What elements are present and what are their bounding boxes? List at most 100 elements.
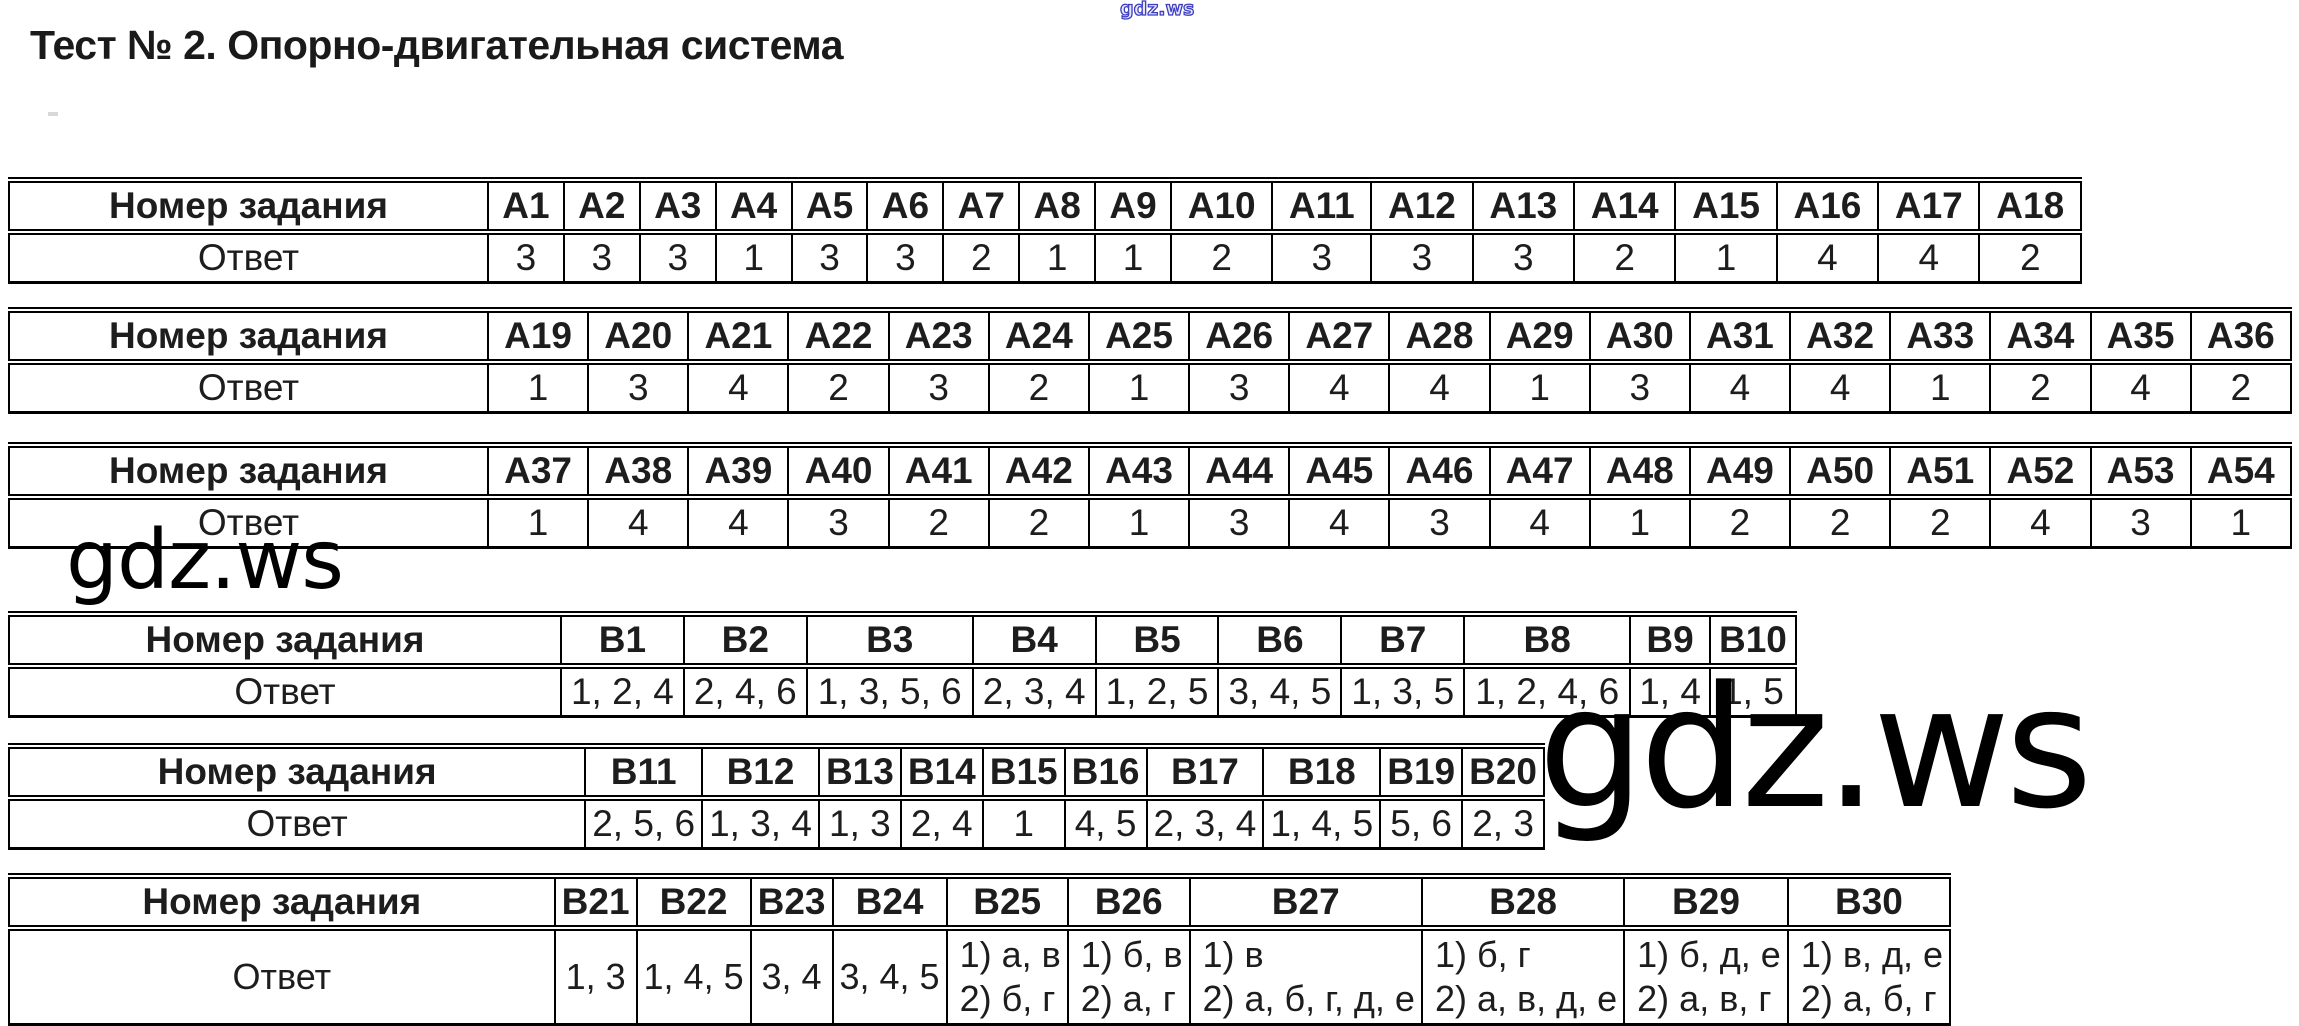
answer-cell: 1, 3, 5, 6: [805, 665, 974, 718]
task-number-cell: A17: [1877, 177, 1981, 235]
answer-cell: 3: [1188, 361, 1291, 414]
answer-cell: 2, 4: [899, 797, 984, 850]
answer-cell: 4: [2089, 361, 2192, 414]
row-label-task: Номер задания: [8, 611, 562, 669]
answer-cell: 3: [887, 361, 990, 414]
task-number-cell: A44: [1188, 442, 1291, 500]
row-label-task: Номер задания: [8, 873, 556, 931]
answer-cell: 2: [987, 361, 1090, 414]
answer-cell: 4: [1775, 231, 1880, 284]
task-number-cell: B8: [1463, 611, 1632, 669]
task-number-cell: B26: [1066, 873, 1191, 931]
scan-artifact: [48, 112, 58, 116]
answer-table-b11-b20: Номер задания B11 B12 B13 B14 B15 B16 B17 B18 B19…: [7, 743, 1545, 850]
answer-cell: 4: [1388, 361, 1491, 414]
task-number-cell: A22: [787, 307, 890, 365]
answer-cell: 2: [1989, 361, 2092, 414]
answer-cell: 2: [887, 496, 990, 549]
task-number-cell: A4: [714, 177, 793, 235]
answer-cell: 3: [2089, 496, 2192, 549]
task-number-cell: B1: [560, 611, 685, 669]
answer-cell: 1: [1094, 231, 1173, 284]
task-number-cell: A8: [1018, 177, 1097, 235]
answer-cell: 4: [587, 496, 690, 549]
task-number-cell: A41: [887, 442, 990, 500]
task-number-cell: A1: [487, 177, 565, 235]
answer-cell: 2, 5, 6: [584, 797, 704, 850]
answer-cell: 1) а, в 2) б, г: [945, 927, 1069, 1026]
answer-cell: 1) б, д, е 2) а, в, г: [1623, 927, 1789, 1026]
page-title: Тест № 2. Опорно-двигательная система: [30, 22, 844, 68]
task-number-cell: A51: [1889, 442, 1992, 500]
answer-line: 1) а, в: [959, 934, 1061, 976]
answer-cell: 3: [1188, 496, 1291, 549]
answer-cell: 2, 4, 6: [682, 665, 808, 718]
answer-cell: 4: [1488, 496, 1591, 549]
task-number-cell: A50: [1789, 442, 1892, 500]
answer-cell: 3: [790, 231, 869, 284]
answer-cell: 1, 3: [553, 927, 638, 1026]
answer-cell: 3: [587, 361, 690, 414]
answer-table-b1-b10: Номер задания B1 B2 B3 B4 B5 B6 B7 B8 B9 B10 Ответ 1…: [8, 611, 1798, 718]
task-number-cell: A54: [2189, 442, 2293, 500]
answer-cell: 3: [638, 231, 717, 284]
row-label-task: Номер задания: [7, 743, 587, 801]
task-number-cell: B12: [701, 743, 820, 801]
task-number-cell: A46: [1388, 442, 1491, 500]
task-number-cell: A32: [1789, 307, 1892, 365]
task-number-cell: A36: [2189, 307, 2293, 365]
answer-cell: 3: [1388, 496, 1491, 549]
task-number-cell: A29: [1488, 307, 1591, 365]
answer-cell: 1: [714, 231, 793, 284]
answer-cell: 2: [942, 231, 1021, 284]
answer-cell: 2, 3, 4: [1145, 797, 1265, 850]
task-number-cell: B29: [1623, 873, 1789, 931]
task-number-cell: A2: [562, 177, 641, 235]
answer-line: 2) а, в, д, е: [1434, 978, 1618, 1019]
answer-cell: 1, 2, 4: [560, 665, 685, 718]
task-number-cell: A21: [687, 307, 790, 365]
answer-cell: 4: [1877, 231, 1981, 284]
answer-cell: 2: [987, 496, 1090, 549]
task-number-cell: B7: [1340, 611, 1466, 669]
answer-cell: 3: [1370, 231, 1474, 284]
task-number-cell: B17: [1145, 743, 1265, 801]
task-number-cell: A12: [1370, 177, 1474, 235]
answer-cell: 1, 4: [1629, 665, 1711, 718]
task-number-row: Номер задания A1 A2 A3 A4 A5 A6 A7 A8 A9 A10 A11 A12…: [8, 177, 2082, 235]
answer-cell: 4: [687, 361, 790, 414]
answer-cell: 1, 4, 5: [635, 927, 752, 1026]
task-number-cell: B14: [899, 743, 984, 801]
task-number-cell: A10: [1170, 177, 1274, 235]
answer-cell: 1: [1674, 231, 1778, 284]
answer-cell: 2: [2189, 361, 2293, 414]
answer-cell: 2, 3: [1461, 797, 1545, 850]
task-number-cell: B24: [831, 873, 948, 931]
task-number-cell: A31: [1688, 307, 1792, 365]
watermark-top: gdz.ws: [1119, 0, 1195, 20]
answer-table-a1-a18: Номер задания A1 A2 A3 A4 A5 A6 A7 A8 A9 A10 A11 A12…: [8, 177, 2082, 284]
answer-cell: 1: [1488, 361, 1591, 414]
answer-cell: 5, 6: [1379, 797, 1464, 850]
answer-cell: 4, 5: [1063, 797, 1148, 850]
task-number-cell: A27: [1288, 307, 1391, 365]
answer-line: 1) в, д, е: [1800, 934, 1943, 976]
task-number-cell: A47: [1488, 442, 1591, 500]
answer-cell: 2, 3, 4: [971, 665, 1097, 718]
task-number-cell: A45: [1288, 442, 1391, 500]
task-number-cell: A40: [787, 442, 890, 500]
answer-line: 1) б, в: [1080, 934, 1183, 976]
task-number-cell: B10: [1708, 611, 1798, 669]
task-number-cell: A34: [1989, 307, 2092, 365]
task-number-cell: A19: [486, 307, 590, 365]
task-number-cell: B9: [1629, 611, 1711, 669]
task-number-cell: A35: [2089, 307, 2192, 365]
row-label-answer: Ответ: [8, 231, 489, 284]
task-number-cell: A7: [942, 177, 1021, 235]
answer-row: Ответ 1 4 4 3 2 2 1 3 4 3 4 1 2 2 2 4 3 1: [8, 496, 2293, 549]
answer-line: 2) а, в, г: [1637, 978, 1772, 1019]
task-number-cell: B16: [1063, 743, 1148, 801]
answer-cell: 2: [787, 361, 890, 414]
task-number-cell: A38: [587, 442, 690, 500]
task-number-cell: B20: [1461, 743, 1545, 801]
